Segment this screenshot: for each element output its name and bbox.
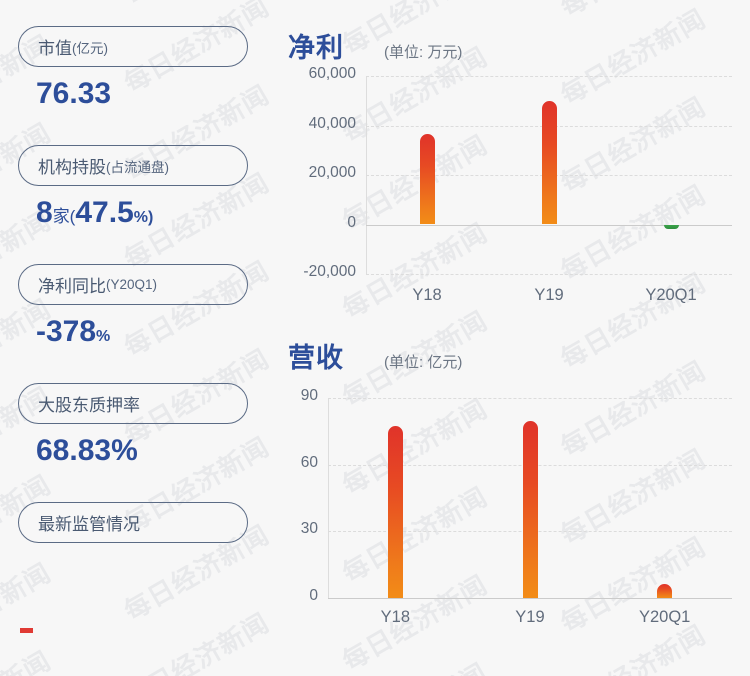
net-profit-chart: 净利 (单位: 万元) 60,000 40,000 20,000 0 -20,000 Y1… (288, 26, 740, 316)
y-axis-tick-label: -20,000 (303, 263, 356, 280)
watermark-text: 每日经济新闻 (553, 0, 712, 24)
bar[interactable] (522, 421, 538, 598)
y-axis-tick-label: 0 (347, 213, 356, 231)
metric-value-pledge-ratio: 68.83% (18, 434, 248, 467)
y-axis-tick-label: 60 (300, 453, 318, 471)
metric-institutional-holding: 机构持股 (占流通盘) 8家(47.5%) (18, 145, 248, 229)
zero-baseline (328, 598, 732, 599)
chart-title: 营收 (288, 343, 344, 373)
metric-value-number: 76.33 (36, 77, 112, 110)
metric-value-institutional-holding: 8家(47.5%) (18, 196, 248, 229)
chart-header: 营收 (单位: 亿元) (288, 336, 462, 375)
revenue-plot-area: 90 60 30 0 Y18 Y19 Y20Q1 (288, 387, 740, 636)
metric-label-sub: (Y20Q1) (106, 277, 158, 292)
metric-value-percent: 47.5 (75, 196, 134, 229)
metric-pledge-ratio: 大股东质押率 68.83% (18, 383, 248, 467)
net-profit-plot-area: 60,000 40,000 20,000 0 -20,000 Y18 Y19 Y20Q1 (288, 65, 740, 316)
metric-value-number: 8 (36, 196, 53, 229)
metrics-panel: 市值 (亿元) 76.33 机构持股 (占流通盘) 8家(47.5%) 净利同比 (Y… (0, 0, 272, 676)
y-axis-tick-label: 0 (309, 587, 318, 604)
y-axis-tick-label: 90 (300, 387, 318, 404)
gridline (366, 76, 732, 77)
watermark-text: 每日经济新闻 (335, 653, 494, 676)
metric-market-cap: 市值 (亿元) 76.33 (18, 26, 248, 110)
bar[interactable] (541, 101, 557, 225)
metric-label-pill-institutional-holding[interactable]: 机构持股 (占流通盘) (18, 145, 248, 186)
bar[interactable] (663, 224, 679, 230)
x-axis-tick-label: Y18 (412, 286, 442, 304)
bar[interactable] (387, 426, 403, 598)
metric-label-main: 市值 (38, 39, 72, 58)
y-axis-tick-label: 20,000 (308, 164, 356, 181)
metric-label-main: 机构持股 (38, 158, 106, 177)
y-axis-tick-label: 30 (300, 520, 318, 538)
x-axis-tick-label: Y20Q1 (645, 286, 697, 304)
metric-label-sub: (亿元) (72, 40, 108, 56)
chart-title: 净利 (288, 33, 344, 63)
metric-label-pill-latest-regulatory[interactable]: 最新监管情况 (18, 502, 248, 543)
x-axis-tick-label: Y19 (515, 608, 545, 626)
metric-label-pill-market-cap[interactable]: 市值 (亿元) (18, 26, 248, 67)
metric-label-pill-pledge-ratio[interactable]: 大股东质押率 (18, 383, 248, 424)
metric-value-number: 68.83% (36, 434, 138, 467)
x-axis-tick-label: Y18 (380, 608, 410, 626)
metric-value-suffix: % (96, 328, 111, 345)
chart-unit-label: (单位: 万元) (384, 44, 463, 61)
metric-label-main: 净利同比 (38, 277, 106, 296)
metric-value-suffix: %) (133, 209, 154, 226)
x-axis-tick-label: Y19 (534, 286, 564, 304)
metric-label-main: 最新监管情况 (38, 515, 140, 534)
y-axis-tick-label: 40,000 (308, 114, 356, 132)
gridline (328, 398, 732, 399)
y-axis-tick-label: 60,000 (308, 65, 356, 82)
metric-latest-regulatory: 最新监管情况 (18, 502, 248, 543)
revenue-chart: 营收 (单位: 亿元) 90 60 30 0 Y18 Y19 Y20Q1 (288, 336, 740, 636)
metric-value-cn: 家( (52, 207, 76, 226)
metric-value-market-cap: 76.33 (18, 77, 248, 110)
metric-label-sub: (占流通盘) (106, 159, 169, 175)
y-axis-line (328, 398, 329, 598)
metric-value-net-profit-yoy: -378% (18, 315, 248, 348)
metric-value-number: -378 (36, 315, 97, 348)
gridline (366, 274, 732, 275)
bar[interactable] (657, 584, 673, 598)
chart-unit-label: (单位: 亿元) (384, 354, 463, 371)
metric-label-main: 大股东质押率 (38, 396, 140, 415)
chart-header: 净利 (单位: 万元) (288, 26, 462, 65)
zero-baseline (366, 224, 732, 226)
metric-label-pill-net-profit-yoy[interactable]: 净利同比 (Y20Q1) (18, 264, 248, 305)
red-dash-marker (20, 628, 33, 633)
metric-net-profit-yoy: 净利同比 (Y20Q1) -378% (18, 264, 248, 348)
bar[interactable] (419, 133, 435, 225)
x-axis-tick-label: Y20Q1 (638, 608, 691, 626)
